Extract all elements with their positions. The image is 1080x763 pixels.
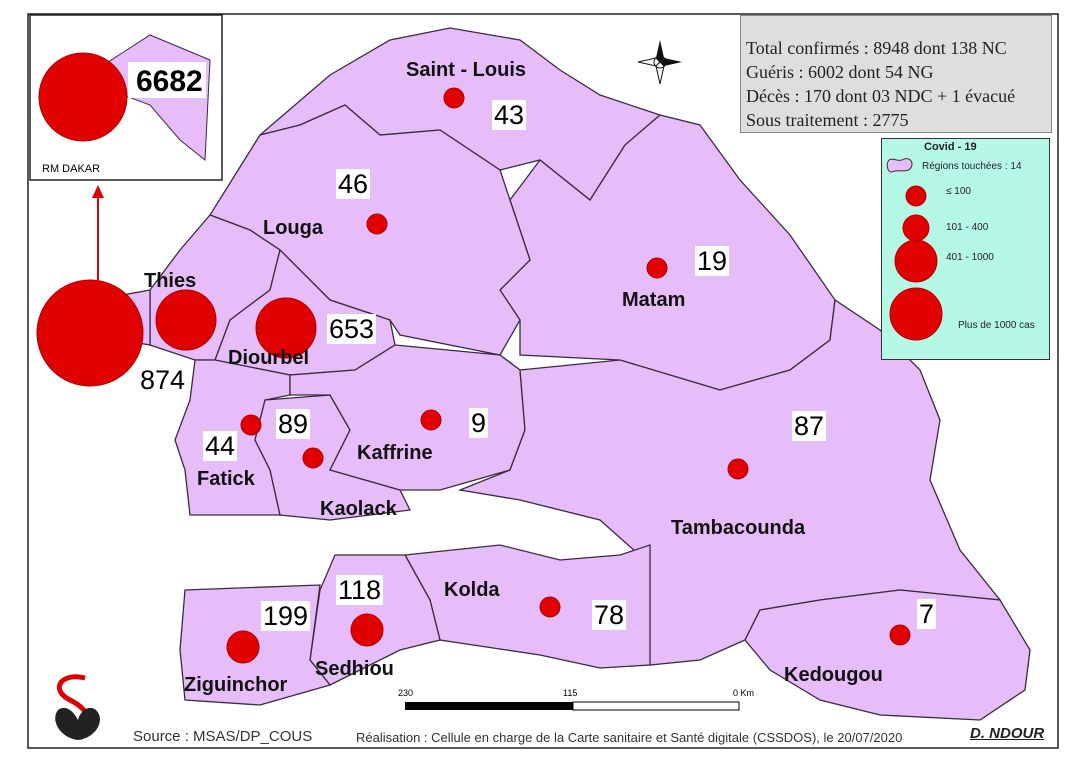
scale-right: 0 Km: [733, 688, 754, 698]
name-fatick: Fatick: [197, 468, 256, 490]
label-background: [592, 600, 627, 630]
bubble-thies: [155, 289, 217, 351]
bubble-louga: [366, 213, 388, 235]
label-background: [261, 601, 311, 631]
source-text: Source : MSAS/DP_COUS: [133, 728, 313, 745]
legend-class-2: 101 - 400: [946, 222, 989, 233]
ministry-logo: [55, 674, 100, 740]
region-kedougou: [744, 589, 1031, 721]
cases-tambacounda: 87: [794, 411, 824, 441]
inset-dakar: 6682 RM DAKAR: [29, 14, 223, 285]
cases-thies: 874: [140, 365, 185, 395]
name-saint-louis: Saint - Louis: [406, 59, 526, 81]
region-kaffrine: [289, 344, 526, 491]
legend: Covid - 19 Régions touchées : 14 ≤ 100 1…: [881, 138, 1050, 360]
legend-bubble-3: [894, 239, 938, 283]
scale-left: 230: [398, 688, 413, 698]
name-louga: Louga: [263, 217, 324, 239]
inset-cases: 6682: [136, 65, 203, 98]
label-background: [276, 409, 311, 439]
bubble-tambacounda: [727, 458, 749, 480]
bubble-sedhiou: [350, 613, 384, 647]
cases-kolda: 78: [594, 600, 624, 630]
case-bubbles: [36, 87, 911, 664]
bubble-saint-louis: [443, 87, 465, 109]
bubble-kolda: [539, 596, 561, 618]
name-kedougou: Kedougou: [784, 664, 883, 686]
bubble-dakar: [36, 279, 144, 387]
scale-mid: 115: [563, 688, 577, 698]
label-background: [336, 169, 371, 199]
name-kaffrine: Kaffrine: [357, 442, 433, 464]
cases-ziguinchor: 199: [263, 601, 308, 631]
name-thies: Thies: [144, 270, 196, 292]
label-background: [203, 431, 238, 461]
inset-bubble: [38, 52, 128, 142]
bubble-kedougou: [889, 624, 911, 646]
cases-kaffrine: 9: [471, 408, 486, 438]
total-confirmed: Total confirmés : 8948 dont 138 NC: [746, 38, 1007, 58]
legend-bubble-1: [905, 185, 927, 207]
recovered: Guéris : 6002 dont 54 NG: [746, 62, 934, 82]
scale-bar: 230 115 0 Km: [398, 688, 754, 711]
cases-diourbel: 653: [329, 314, 374, 344]
label-background: [492, 100, 527, 130]
bubble-ziguinchor: [226, 630, 260, 664]
region-names: Saint - Louis Louga Matam Thies Diourbel…: [144, 59, 883, 696]
label-background: [336, 575, 384, 605]
bubble-kaolack: [302, 447, 324, 469]
author-text: D. NDOUR: [970, 725, 1045, 742]
cases-kaolack: 89: [278, 409, 308, 439]
label-background: [327, 314, 377, 344]
cases-sedhiou: 118: [338, 575, 381, 605]
cases-fatick: 44: [205, 431, 235, 461]
cases-kedougou: 7: [919, 599, 934, 629]
bubble-kaffrine: [420, 409, 442, 431]
label-background: [917, 599, 937, 629]
legend-class-3: 401 - 1000: [946, 252, 994, 263]
legend-bubbles: [889, 185, 943, 341]
legend-class-4: Plus de 1000 cas: [958, 320, 1035, 331]
legend-title: Covid - 19: [924, 141, 977, 153]
case-labels: 43 46 19 874 653 44 89 9 87 78 118 199 7: [138, 100, 937, 631]
under-treatment: Sous traitement : 2775: [746, 110, 909, 130]
name-sedhiou: Sedhiou: [315, 658, 394, 680]
realisation-text: Réalisation : Cellule en charge de la Ca…: [356, 730, 903, 745]
north-arrow-icon: [637, 40, 682, 85]
name-matam: Matam: [622, 289, 685, 311]
bubble-diourbel: [255, 297, 317, 359]
bubble-matam: [646, 257, 668, 279]
legend-bubble-2: [902, 214, 930, 242]
inset-label: RM DAKAR: [42, 163, 100, 175]
region-swatch-icon: [886, 158, 913, 173]
regions: [94, 27, 1031, 721]
name-kolda: Kolda: [444, 579, 500, 601]
label-background: [792, 411, 827, 441]
name-tambacounda: Tambacounda: [671, 517, 806, 539]
deaths: Décès : 170 dont 03 NDC + 1 évacué: [746, 86, 1016, 106]
region-matam: [499, 114, 836, 391]
summary-box: Total confirmés : 8948 dont 138 NC Guéri…: [740, 15, 1052, 133]
arrowhead-icon: [92, 185, 104, 198]
legend-class-1: ≤ 100: [946, 186, 971, 197]
name-diourbel: Diourbel: [228, 347, 309, 369]
cases-louga: 46: [338, 169, 368, 199]
label-background: [695, 246, 730, 276]
cases-matam: 19: [697, 246, 727, 276]
label-background: [469, 408, 489, 438]
label-background: [138, 365, 188, 395]
cases-saint-louis: 43: [494, 100, 524, 130]
legend-regions: Régions touchées : 14: [922, 161, 1022, 172]
bubble-fatick: [240, 414, 262, 436]
legend-bubble-4: [889, 287, 943, 341]
name-ziguinchor: Ziguinchor: [184, 674, 288, 696]
name-kaolack: Kaolack: [320, 498, 398, 520]
